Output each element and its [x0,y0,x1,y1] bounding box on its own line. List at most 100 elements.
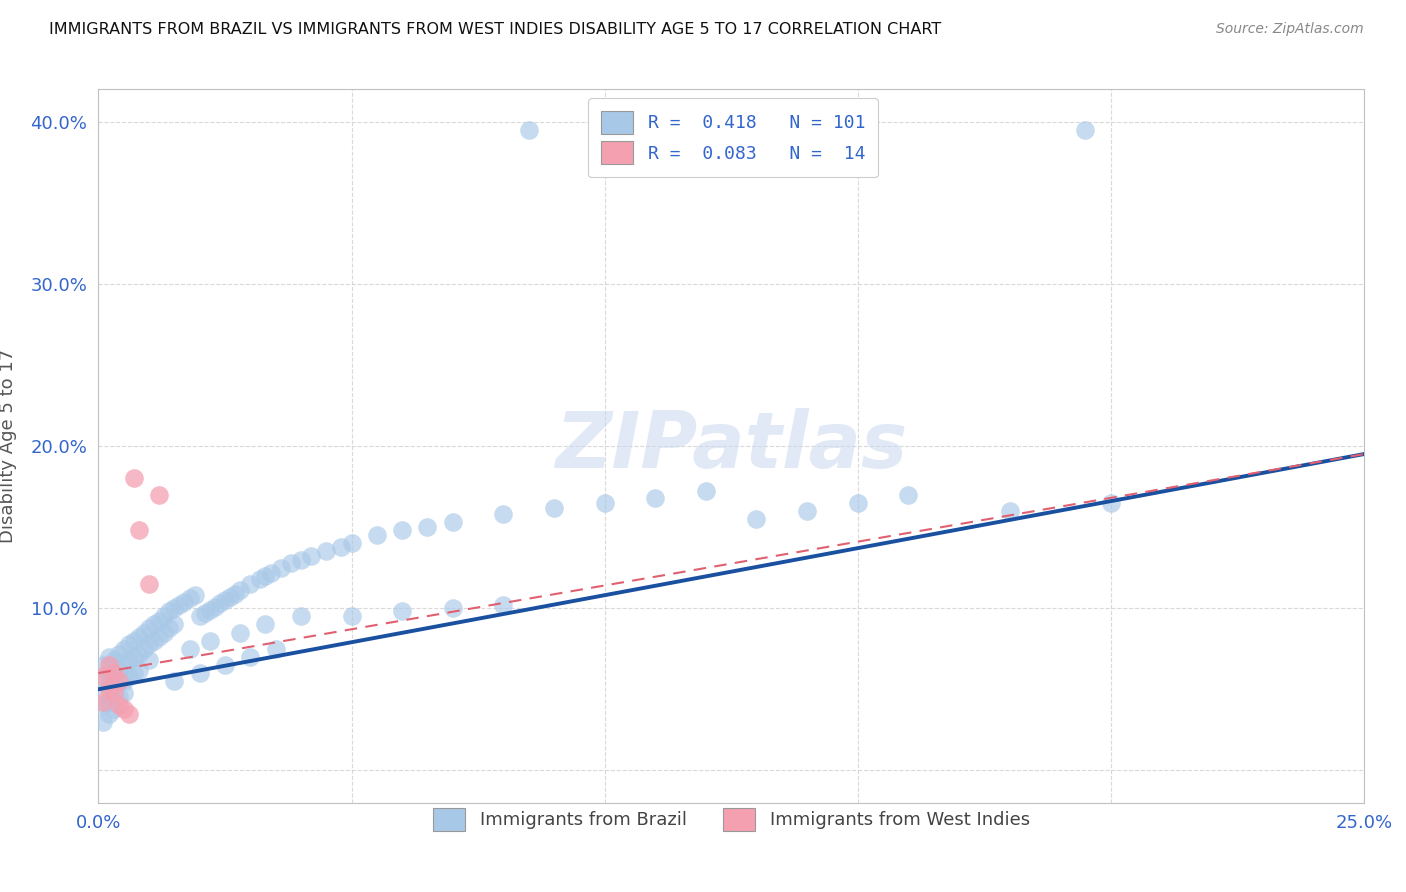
Text: ZIPatlas: ZIPatlas [555,408,907,484]
Point [224,586,246,600]
Point [128,663,150,677]
Legend: Immigrants from Brazil, Immigrants from West Indies: Immigrants from Brazil, Immigrants from … [423,799,1039,840]
Point [416,520,439,534]
Point [148,488,170,502]
Point [97,695,120,709]
Point [103,682,125,697]
Point [97,649,120,664]
Point [517,122,540,136]
Point [270,560,292,574]
Point [112,685,135,699]
Point [107,674,129,689]
Point [299,549,322,564]
Point [796,504,818,518]
Point [492,507,515,521]
Point [998,504,1021,518]
Point [441,515,464,529]
Point [179,641,201,656]
Point [644,491,666,505]
Point [112,702,135,716]
Point [118,669,141,683]
Point [183,588,205,602]
Point [148,614,170,628]
Point [93,714,115,729]
Point [249,572,271,586]
Point [290,609,312,624]
Point [122,666,145,681]
Point [122,471,145,485]
Point [128,647,150,661]
Point [107,674,129,689]
Point [118,706,141,721]
Point [103,669,125,683]
Point [118,653,141,667]
Point [169,598,191,612]
Point [143,633,166,648]
Point [138,577,160,591]
Point [97,706,120,721]
Point [163,674,186,689]
Point [204,599,226,614]
Point [264,641,287,656]
Point [315,544,337,558]
Point [128,524,150,538]
Point [138,637,160,651]
Point [391,524,413,538]
Point [138,653,160,667]
Point [97,666,120,681]
Text: Source: ZipAtlas.com: Source: ZipAtlas.com [1216,22,1364,37]
Point [229,625,252,640]
Point [112,674,135,689]
Point [107,663,129,677]
Point [93,674,115,689]
Point [340,609,363,624]
Point [122,649,145,664]
Point [188,609,211,624]
Point [846,496,869,510]
Point [391,604,413,618]
Point [157,604,180,618]
Point [93,669,115,683]
Point [103,666,125,681]
Point [695,484,717,499]
Point [153,609,176,624]
Point [1099,496,1122,510]
Point [194,606,217,620]
Text: IMMIGRANTS FROM BRAZIL VS IMMIGRANTS FROM WEST INDIES DISABILITY AGE 5 TO 17 COR: IMMIGRANTS FROM BRAZIL VS IMMIGRANTS FRO… [49,22,942,37]
Point [157,621,180,635]
Point [330,540,353,554]
Point [366,528,388,542]
Point [173,595,195,609]
Point [138,621,160,635]
Y-axis label: Disability Age 5 to 17: Disability Age 5 to 17 [0,349,17,543]
Point [93,685,115,699]
Point [163,617,186,632]
Point [543,500,565,515]
Point [132,625,155,640]
Point [107,647,129,661]
Point [239,577,262,591]
Point [143,617,166,632]
Point [97,682,120,697]
Point [745,512,768,526]
Point [107,690,129,705]
Point [103,685,125,699]
Point [214,593,236,607]
Point [163,601,186,615]
Point [441,601,464,615]
Point [93,657,115,672]
Point [198,603,221,617]
Point [897,488,920,502]
Point [208,596,231,610]
Point [229,583,252,598]
Point [97,679,120,693]
Point [93,698,115,713]
Point [93,695,115,709]
Point [153,625,176,640]
Point [179,591,201,606]
Point [132,641,155,656]
Point [97,657,120,672]
Point [148,631,170,645]
Point [112,641,135,656]
Point [103,653,125,667]
